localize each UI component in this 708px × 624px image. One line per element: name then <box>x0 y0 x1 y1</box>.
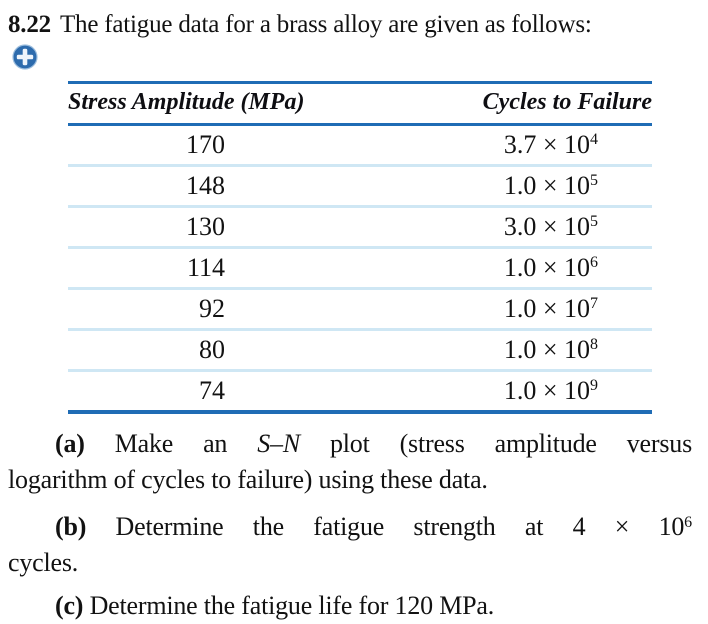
plus-icon <box>12 44 38 73</box>
sn-plot-term: S–N <box>257 429 300 458</box>
stress-value: 148 <box>68 165 388 208</box>
cycles-value: 1.0 × 108 <box>388 329 652 372</box>
question-b: (b) Determine the fatigue strength at 4 … <box>8 505 692 581</box>
cycles-value: 3.0 × 105 <box>388 206 652 249</box>
question-a-label: (a) <box>55 429 85 458</box>
question-a-line2: logarithm of cycles to failure) using th… <box>8 465 488 494</box>
exponent: 5 <box>590 172 598 189</box>
exponent: 5 <box>590 213 598 230</box>
cycles-value: 3.7 × 104 <box>388 124 652 167</box>
exponent: 8 <box>590 336 598 353</box>
stress-value: 74 <box>199 376 225 405</box>
table-header-row: Stress Amplitude (MPa) Cycles to Failure <box>68 82 652 126</box>
table-row: 148 1.0 × 105 <box>68 165 652 208</box>
column-header-cycles-to-failure: Cycles to Failure <box>388 82 652 126</box>
question-list: (a) Make an S–N plot (stress amplitude v… <box>8 426 692 624</box>
cycles-value: 1.0 × 107 <box>388 288 652 331</box>
question-c-label: (c) <box>55 591 84 620</box>
question-b-label: (b) <box>55 512 87 541</box>
exponent: 6 <box>590 254 598 271</box>
question-b-line1: (b) Determine the fatigue strength at 4 … <box>55 512 692 541</box>
textbook-problem-page: 8.22 The fatigue data for a brass alloy a… <box>8 10 692 620</box>
table-row: 74 1.0 × 109 <box>68 371 652 413</box>
exponent: 9 <box>590 377 598 394</box>
table-row: 80 1.0 × 108 <box>68 329 652 372</box>
problem-title: 8.22 The fatigue data for a brass alloy a… <box>8 10 692 39</box>
table-row: 130 3.0 × 105 <box>68 206 652 249</box>
question-b-line2: cycles. <box>8 548 79 577</box>
problem-number: 8.22 <box>8 11 51 38</box>
table-row: 170 3.7 × 104 <box>68 124 652 167</box>
question-a: (a) Make an S–N plot (stress amplitude v… <box>8 426 692 498</box>
table-row: 92 1.0 × 107 <box>68 288 652 331</box>
table-row: 114 1.0 × 106 <box>68 247 652 290</box>
column-header-stress-amplitude: Stress Amplitude (MPa) <box>68 82 388 126</box>
stress-value: 80 <box>68 329 388 372</box>
stress-value: 92 <box>68 288 388 331</box>
cycles-value: 1.0 × 106 <box>388 247 652 290</box>
exponent: 6 <box>684 514 692 531</box>
stress-value: 170 <box>68 124 388 167</box>
question-a-line1: (a) Make an S–N plot (stress amplitude v… <box>55 429 692 458</box>
cycles-value: 1.0 × 105 <box>388 165 652 208</box>
fatigue-data-table: Stress Amplitude (MPa) Cycles to Failure… <box>68 81 652 414</box>
stress-value: 130 <box>68 206 388 249</box>
exponent: 4 <box>590 131 598 148</box>
problem-statement: The fatigue data for a brass alloy are g… <box>59 11 592 38</box>
stress-value: 114 <box>68 247 388 290</box>
cycles-value: 1.0 × 109 <box>503 376 598 405</box>
exponent: 7 <box>590 295 598 312</box>
question-c: (c) Determine the fatigue life for 120 M… <box>8 588 692 624</box>
expand-plus-button[interactable] <box>12 44 38 70</box>
question-c-line1: (c) Determine the fatigue life for 120 M… <box>55 591 495 620</box>
